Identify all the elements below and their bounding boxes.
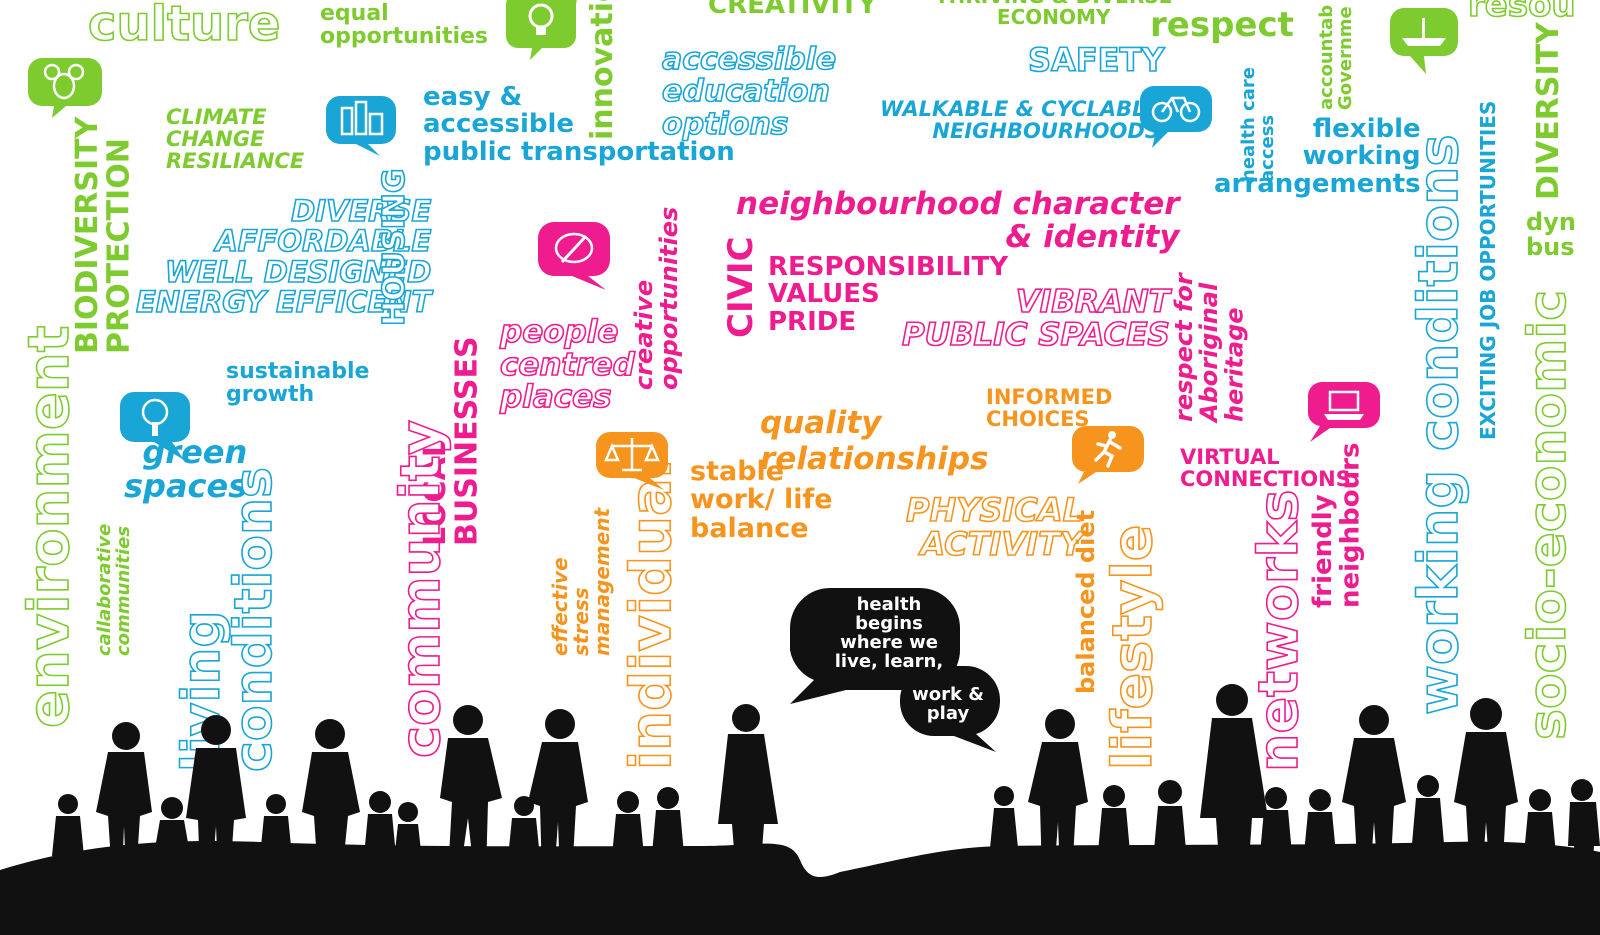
boat-icon — [1390, 8, 1458, 74]
word-neighbourhood-character: neighbourhood character & identity — [736, 186, 1180, 255]
word-responsibility-values: RESPONSIBILITY VALUES PRIDE — [768, 252, 1009, 337]
word-quality-relationships: quality relationships — [760, 405, 989, 477]
speech-bubble — [790, 588, 1000, 752]
word-creativity: CREATIVITY — [708, 0, 877, 20]
word-sustainable-growth: sustainable growth — [226, 359, 370, 408]
speech-text-1: health begins where we live, learn, — [834, 594, 944, 672]
laptop-icon — [1308, 382, 1380, 442]
word-walkable: WALKABLE & CYCLABLE NEIGHBOURHOODS — [880, 97, 1160, 144]
word-thriving-economy: THRIVING & DIVERSE ECONOMY — [935, 0, 1172, 29]
speech-text-2: work & play — [912, 684, 984, 724]
word-safety: SAFETY — [1027, 41, 1165, 79]
scales-icon — [596, 432, 668, 490]
word-diverse-housing: DIVERSE AFFORDABLE WELL DESIGNED ENERGY … — [135, 194, 432, 320]
word-resources: resou — [1467, 0, 1576, 25]
buildings-icon — [326, 96, 396, 156]
bicycle-icon — [1140, 86, 1212, 148]
word-equal-opportunities: equal opportunities — [320, 1, 489, 50]
word-people-centred: people centred places — [499, 314, 635, 416]
koala-icon — [28, 58, 102, 118]
word-flexible-working: flexible working arrangements — [1214, 114, 1421, 199]
word-dynamic-business: dyn bus — [1526, 208, 1576, 262]
word-green-spaces: green spaces — [124, 433, 248, 505]
word-virtual-connections: VIRTUAL CONNECTIONS — [1180, 445, 1351, 492]
word-respect: respect — [1150, 5, 1294, 45]
word-accessible-education: accessible education options — [661, 42, 837, 142]
lightbulb-icon — [506, 0, 577, 60]
palette-icon — [538, 222, 610, 290]
word-easy-transport: easy & accessible public transportation — [423, 82, 735, 167]
word-physical-activity: PHYSICAL ACTIVITY — [905, 491, 1084, 563]
tree-icon — [120, 392, 190, 460]
word-vibrant-spaces: VIBRANT PUBLIC SPACES — [901, 284, 1170, 353]
word-informed-choices: INFORMED CHOICES — [986, 385, 1113, 432]
word-stable-balance: stable work/ life balance — [690, 456, 833, 544]
word-culture: culture — [87, 0, 281, 52]
word-climate-change: CLIMATE CHANGE RESILIANCE — [166, 105, 305, 174]
runner-icon — [1072, 426, 1144, 484]
